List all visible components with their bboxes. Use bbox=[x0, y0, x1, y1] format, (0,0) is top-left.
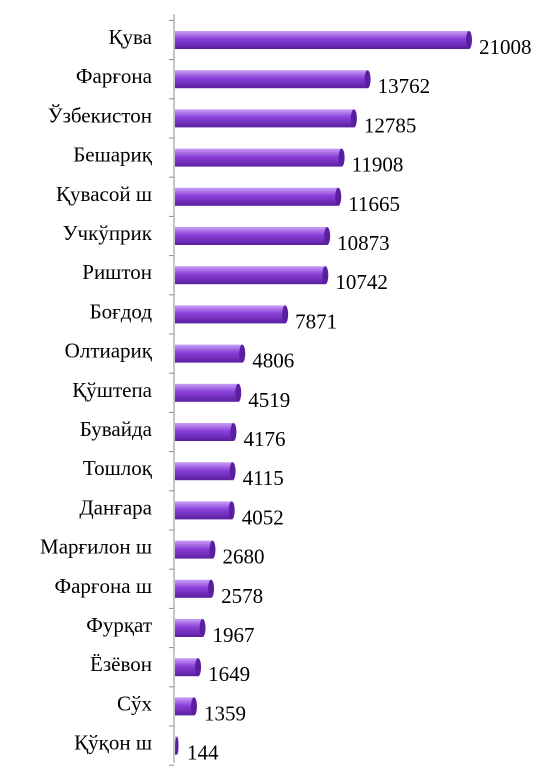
bar-end-cap bbox=[324, 227, 331, 245]
bar bbox=[175, 31, 469, 49]
category-label: Бувайда bbox=[80, 417, 153, 441]
category-label: Тошлоқ bbox=[83, 456, 153, 480]
value-label: 11665 bbox=[348, 192, 400, 216]
value-label: 4115 bbox=[243, 466, 284, 490]
value-label: 4519 bbox=[248, 388, 290, 412]
axis-ticks-group bbox=[169, 19, 174, 766]
category-label: Қува bbox=[109, 25, 153, 49]
category-label: Қўқон ш bbox=[74, 731, 152, 755]
category-label: Олтиариқ bbox=[65, 339, 153, 363]
bar bbox=[175, 227, 328, 245]
category-label: Марғилон ш bbox=[40, 535, 152, 559]
category-label: Қўштепа bbox=[72, 378, 152, 402]
bar bbox=[175, 383, 239, 402]
value-label: 13762 bbox=[378, 74, 431, 98]
bar bbox=[175, 501, 232, 520]
value-label: 4176 bbox=[243, 427, 285, 451]
bar bbox=[175, 462, 233, 481]
bar bbox=[175, 344, 243, 363]
category-label: Данғара bbox=[79, 495, 152, 519]
bar bbox=[175, 187, 339, 206]
value-label: 7871 bbox=[295, 309, 337, 333]
bar-end-cap bbox=[335, 187, 342, 206]
category-label: Учкўприк bbox=[63, 221, 153, 245]
bar-end-cap bbox=[208, 579, 215, 598]
value-label: 10742 bbox=[335, 270, 388, 294]
value-label: 2578 bbox=[221, 584, 263, 608]
category-label: Фарғона ш bbox=[54, 574, 152, 598]
bar-end-cap bbox=[466, 31, 472, 49]
value-label: 21008 bbox=[479, 35, 532, 59]
bars-group bbox=[175, 31, 472, 755]
category-label: Бешариқ bbox=[73, 143, 153, 167]
category-label: Қувасой ш bbox=[56, 182, 152, 206]
bar bbox=[175, 266, 326, 285]
value-label: 4806 bbox=[252, 349, 294, 373]
bar bbox=[175, 697, 195, 716]
bar bbox=[175, 540, 213, 559]
bar-end-cap bbox=[364, 70, 371, 89]
bar bbox=[175, 619, 203, 637]
bar-end-cap bbox=[199, 619, 206, 637]
bar-end-cap bbox=[235, 383, 242, 402]
bar bbox=[175, 579, 212, 598]
value-label: 1967 bbox=[213, 623, 255, 647]
bar-end-cap bbox=[228, 501, 235, 520]
value-label: 1359 bbox=[204, 701, 246, 725]
category-label: Боғдод bbox=[90, 299, 153, 323]
category-label: Фурқат bbox=[86, 613, 152, 637]
category-label: Ёзёвон bbox=[90, 652, 152, 676]
bar-end-cap bbox=[229, 462, 236, 481]
bar-end-cap bbox=[239, 344, 246, 363]
category-label: Сўх bbox=[117, 691, 153, 715]
category-label: Фарғона bbox=[76, 64, 153, 88]
bar-end-cap bbox=[230, 423, 237, 441]
bar bbox=[175, 423, 234, 441]
value-label: 10873 bbox=[337, 231, 390, 255]
bar-end-cap bbox=[191, 697, 198, 716]
value-label: 1649 bbox=[208, 662, 250, 686]
bar bbox=[175, 109, 354, 128]
value-label: 144 bbox=[187, 741, 219, 765]
bar-end-cap bbox=[195, 658, 202, 677]
bar-end-cap bbox=[175, 736, 179, 755]
labels-group: Қува 21008 Фарғона 13762 Ўзбекистон 12785 Беша… bbox=[40, 25, 531, 765]
bar-end-cap bbox=[338, 148, 345, 167]
bar bbox=[175, 148, 342, 167]
bar-end-cap bbox=[282, 305, 289, 324]
category-label: Риштон bbox=[82, 260, 152, 284]
category-label: Ўзбекистон bbox=[48, 103, 152, 127]
bar bbox=[175, 70, 368, 89]
value-label: 11908 bbox=[352, 153, 404, 177]
value-label: 2680 bbox=[223, 545, 265, 569]
bar-end-cap bbox=[322, 266, 329, 285]
bar bbox=[175, 305, 286, 324]
bar-end-cap bbox=[209, 540, 216, 559]
bar bbox=[175, 658, 199, 677]
bar-end-cap bbox=[350, 109, 357, 128]
value-label: 12785 bbox=[364, 113, 417, 137]
value-label: 4052 bbox=[242, 505, 284, 529]
